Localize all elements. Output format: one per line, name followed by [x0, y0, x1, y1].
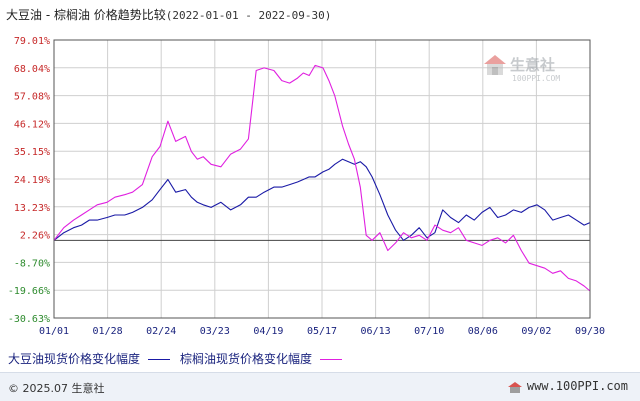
series-line-soybean-oil: [53, 158, 591, 241]
chart-grid: [53, 39, 591, 319]
footer-copyright: © 2025.07 生意社: [8, 382, 105, 395]
x-tick-label: 03/23: [200, 326, 230, 337]
chart-title-text: 大豆油 - 棕榈油 价格趋势比较: [6, 8, 166, 22]
watermark-logo: 生意社 100PPI.COM: [482, 52, 560, 83]
y-tick-label: 2.26%: [20, 231, 50, 242]
x-tick-label: 08/06: [468, 326, 498, 337]
footer-bar: © 2025.07 生意社 www.100PPI.com: [0, 372, 640, 401]
x-tick-label: 04/19: [253, 326, 283, 337]
y-tick-label: 79.01%: [14, 36, 50, 47]
watermark-cn: 生意社: [510, 56, 556, 74]
plot-frame: [53, 39, 591, 319]
x-tick-label: 02/24: [146, 326, 176, 337]
y-tick-label: -30.63%: [8, 314, 50, 325]
chart-title: 大豆油 - 棕榈油 价格趋势比较(2022-01-01 - 2022-09-30…: [6, 6, 331, 23]
y-axis-ticks: 79.01% 68.04% 57.08% 46.12% 35.15% 24.19% 13.2…: [8, 36, 50, 325]
footer-site-text: www.100PPI.com: [526, 379, 628, 393]
x-axis-ticks: 01/01 01/28 02/24 03/23 04/19 05/17 06/13 07/10…: [39, 326, 605, 337]
x-tick-label: 09/30: [575, 326, 605, 337]
x-tick-label: 01/28: [93, 326, 123, 337]
legend-swatch-palm: [320, 359, 343, 360]
house-logo-icon: [484, 55, 506, 75]
footer-site[interactable]: www.100PPI.com: [507, 379, 628, 393]
legend-label-palm: 棕榈油现货价格变化幅度: [180, 352, 313, 366]
y-tick-label: -8.70%: [14, 258, 50, 269]
x-tick-label: 06/13: [361, 326, 391, 337]
legend-swatch-soybean: [148, 359, 171, 360]
y-tick-label: -19.66%: [8, 286, 50, 297]
y-tick-label: 35.15%: [14, 147, 50, 158]
y-tick-label: 57.08%: [14, 92, 50, 103]
y-tick-label: 24.19%: [14, 175, 50, 186]
legend-label-soybean: 大豆油现货价格变化幅度: [8, 352, 141, 366]
x-tick-label: 01/01: [39, 326, 69, 337]
x-tick-label: 05/17: [307, 326, 337, 337]
x-tick-label: 09/02: [521, 326, 551, 337]
series-line-palm-oil: [53, 64, 591, 292]
y-tick-label: 13.23%: [14, 203, 50, 214]
chart-date-range: (2022-01-01 - 2022-09-30): [165, 9, 332, 22]
chart-series-layer: [53, 64, 591, 292]
y-tick-label: 68.04%: [14, 64, 50, 75]
chart-legend: 大豆油现货价格变化幅度 棕榈油现货价格变化幅度: [8, 350, 352, 367]
house-mini-icon: [507, 381, 522, 393]
watermark-en: 100PPI.COM: [512, 74, 561, 83]
y-tick-label: 46.12%: [14, 119, 50, 130]
x-tick-label: 07/10: [414, 326, 444, 337]
